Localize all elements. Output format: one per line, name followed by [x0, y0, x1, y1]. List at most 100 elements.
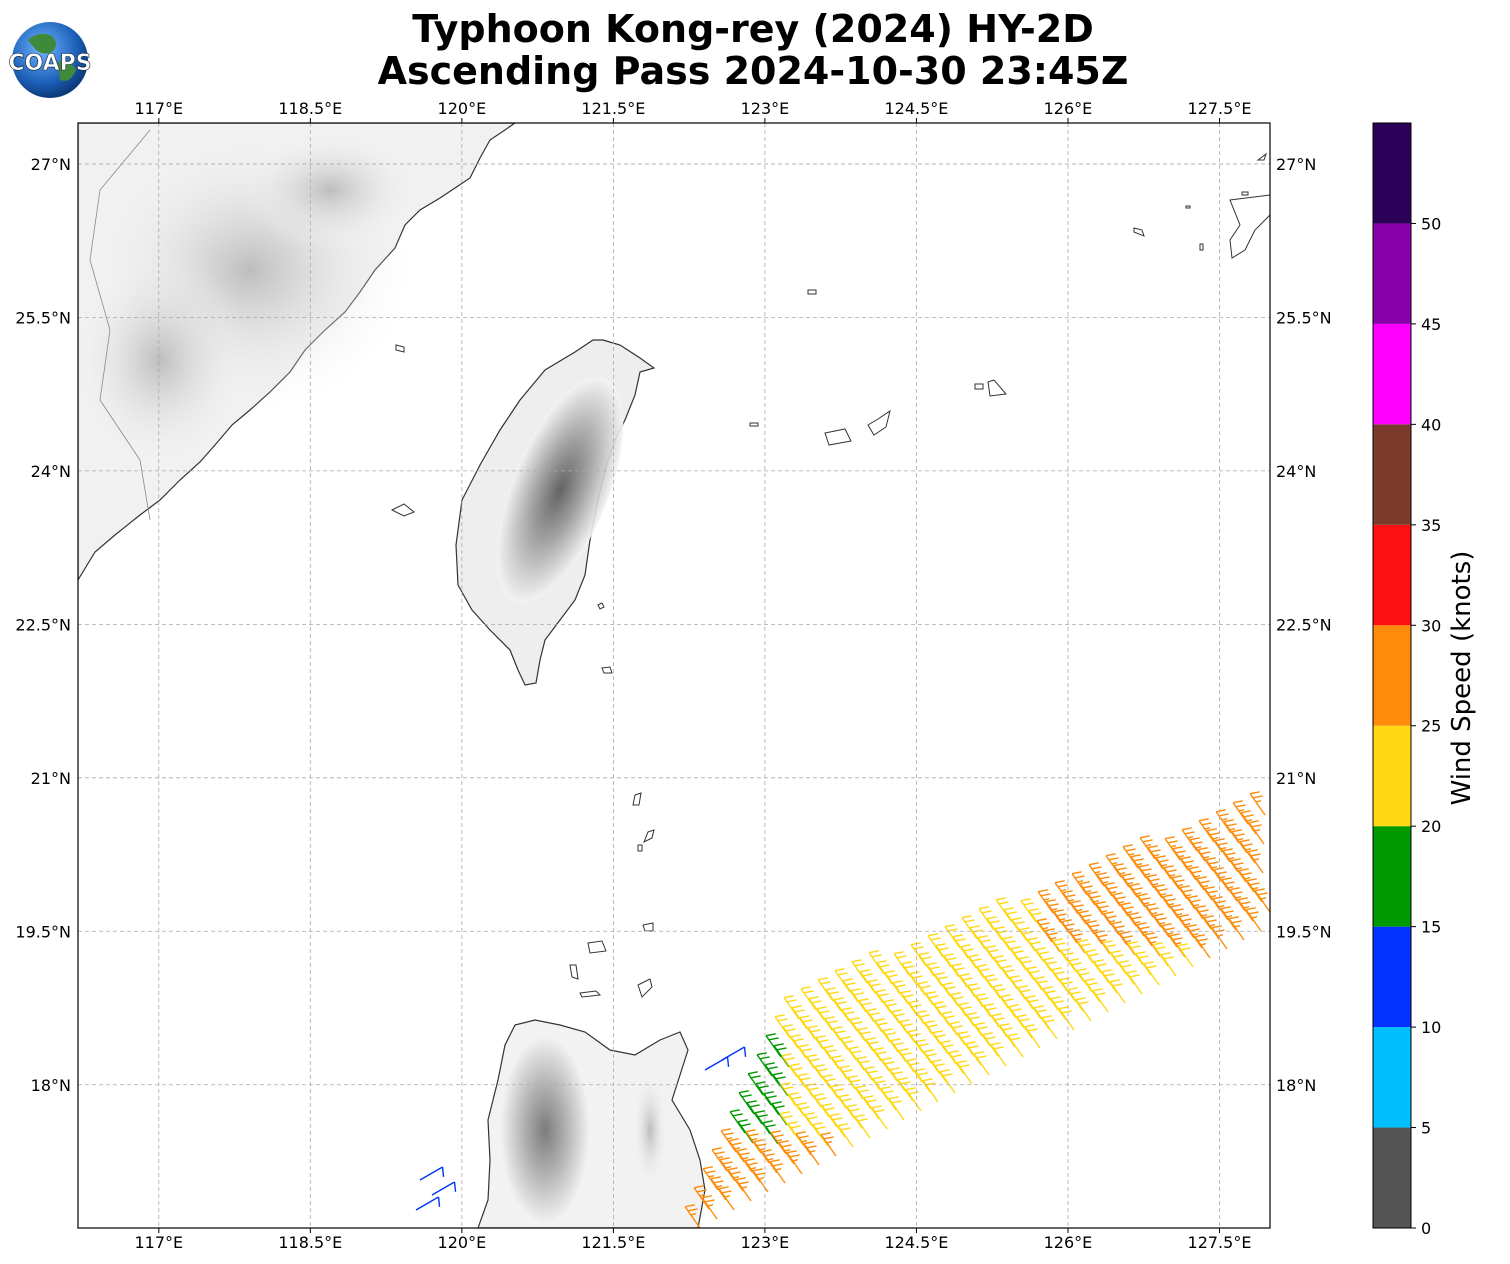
wind-barb — [823, 1045, 840, 1070]
wind-barb — [1096, 872, 1113, 897]
wind-barb — [1061, 919, 1078, 944]
wind-barb — [1095, 901, 1112, 926]
wind-barb — [1076, 968, 1093, 993]
lat-tick-label: 25.5°N — [1276, 308, 1332, 327]
wind-barb — [975, 993, 992, 1018]
wind-barb — [841, 1007, 858, 1032]
wind-barb — [1128, 912, 1145, 937]
wind-barb — [1136, 922, 1153, 947]
lat-tick-label: 27°N — [31, 155, 71, 174]
wind-barb — [952, 934, 969, 959]
wind-barb — [1187, 895, 1204, 920]
wind-barb — [812, 1122, 829, 1147]
wind-barb — [1137, 893, 1154, 918]
wind-barb — [764, 1062, 781, 1087]
wind-barb — [851, 959, 868, 984]
wind-barb — [813, 1093, 830, 1118]
lat-tick-label: 19.5°N — [15, 922, 71, 941]
wind-barb — [957, 1031, 974, 1056]
wind-barb — [720, 1128, 737, 1153]
wind-barb — [1139, 835, 1156, 860]
wind-barb — [763, 1091, 780, 1116]
wind-barb — [984, 974, 1001, 999]
wind-barb — [721, 1046, 747, 1061]
lat-tick-label: 22.5°N — [15, 615, 71, 634]
wind-barb — [789, 1063, 806, 1088]
wind-barb — [1037, 889, 1054, 914]
wind-barb — [1153, 913, 1170, 938]
wind-barb — [798, 1044, 815, 1069]
wind-barb — [787, 1121, 804, 1146]
wind-barb — [718, 1186, 735, 1211]
lat-tick-label: 19.5°N — [1276, 922, 1332, 941]
wind-barb — [821, 1103, 838, 1128]
wind-barb — [892, 980, 909, 1005]
wind-barb — [1197, 847, 1214, 872]
wind-barb — [1228, 916, 1245, 941]
wind-barb — [935, 943, 952, 968]
colorbar-bin — [1373, 524, 1411, 626]
wind-barb — [735, 1177, 752, 1202]
wind-barb — [1147, 845, 1164, 870]
wind-barb — [1092, 988, 1109, 1013]
title-line-1: Typhoon Kong-rey (2024) HY-2D — [412, 7, 1094, 51]
wind-barb — [770, 1130, 787, 1155]
wind-barb — [1247, 849, 1264, 874]
wind-barb — [753, 1139, 770, 1164]
wind-barb — [1163, 865, 1180, 890]
wind-barb — [1027, 937, 1044, 962]
wind-barb — [1161, 923, 1178, 948]
wind-barb — [765, 1033, 782, 1058]
wind-barb — [1238, 868, 1255, 893]
wind-barb — [737, 1119, 754, 1144]
wind-barb — [943, 953, 960, 978]
wind-barb — [882, 1028, 899, 1053]
wind-barb — [1053, 909, 1070, 934]
lon-tick-label: 127.5°E — [1188, 99, 1252, 118]
wind-barb — [831, 1055, 848, 1080]
wind-barb — [1028, 908, 1045, 933]
wind-barb — [805, 1083, 822, 1108]
wind-barb — [871, 1105, 888, 1130]
wind-barbs — [415, 791, 1270, 1228]
wind-barb — [983, 1003, 1000, 1028]
wind-barb — [762, 1120, 779, 1145]
wind-barb — [1050, 996, 1067, 1021]
wind-barb — [1152, 942, 1169, 967]
wind-barb — [779, 1111, 796, 1136]
wind-barb — [786, 1150, 803, 1175]
lon-tick-label: 120°E — [438, 99, 487, 118]
lat-tick-label: 22.5°N — [1276, 615, 1332, 634]
lat-tick-label: 18°N — [1276, 1076, 1316, 1095]
wind-barb — [830, 1084, 847, 1109]
wind-barb — [876, 960, 893, 985]
wind-barb — [978, 906, 995, 931]
wind-barb — [1008, 1004, 1025, 1029]
wind-barb — [1162, 894, 1179, 919]
colorbar — [1372, 122, 1412, 1229]
wind-barb — [973, 1051, 990, 1076]
wind-barb — [992, 984, 1009, 1009]
wind-barb — [986, 916, 1003, 941]
wind-barb — [1146, 874, 1163, 899]
lon-tick-label: 120°E — [438, 1233, 487, 1252]
wind-barb — [1160, 952, 1177, 977]
lon-tick-label: 118.5°E — [278, 99, 342, 118]
wind-barb — [907, 1029, 924, 1054]
lon-tick-label: 123°E — [741, 99, 790, 118]
colorbar-tick-label: 30 — [1421, 616, 1441, 635]
colorbar-bin — [1373, 223, 1411, 324]
lat-tick-label: 21°N — [1276, 769, 1316, 788]
wind-barb — [1196, 876, 1213, 901]
wind-barb — [1007, 1033, 1024, 1058]
wind-barb — [807, 1025, 824, 1050]
wind-barb — [1000, 994, 1017, 1019]
colorbar-bin — [1373, 725, 1411, 827]
wind-barb — [1135, 951, 1152, 976]
wind-barb — [1020, 898, 1037, 923]
wind-barb — [884, 970, 901, 995]
wind-barb — [1145, 903, 1162, 928]
wind-barb — [769, 1159, 786, 1184]
wind-barb — [1245, 907, 1262, 932]
lon-tick-label: 121.5°E — [581, 1233, 645, 1252]
